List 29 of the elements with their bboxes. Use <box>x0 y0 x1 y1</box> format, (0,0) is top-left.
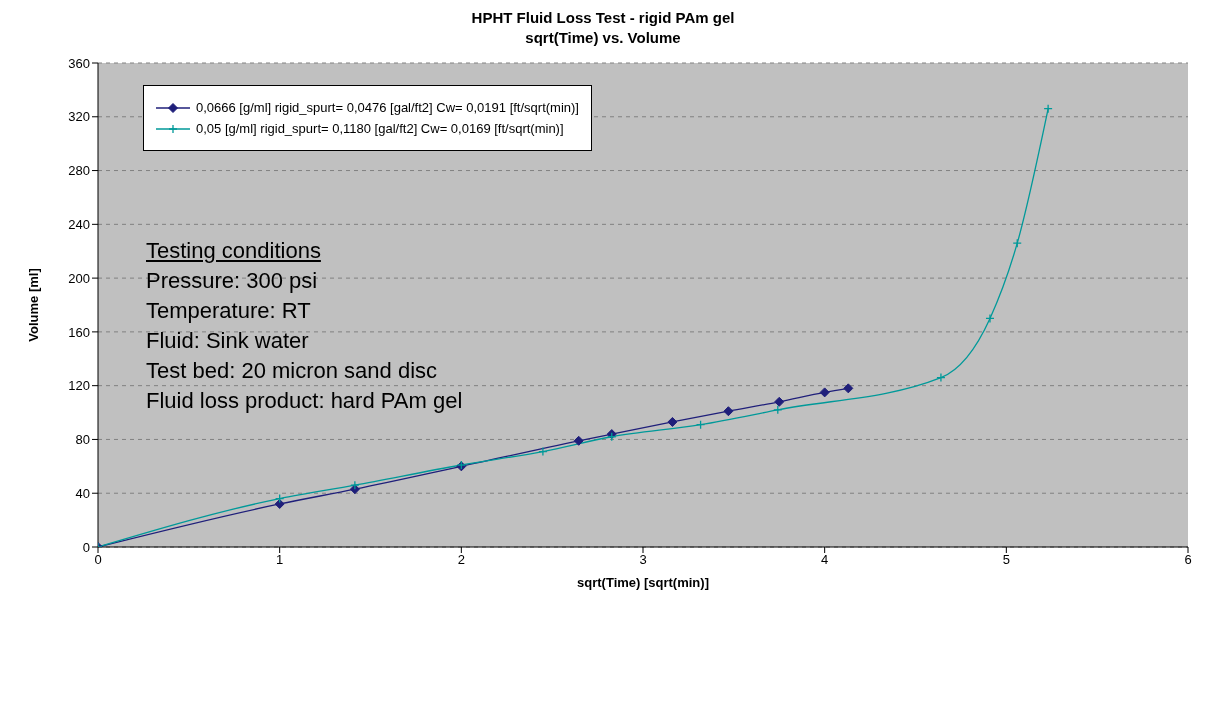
y-tick-label: 200 <box>68 270 90 286</box>
annotation: Fluid: Sink water <box>146 327 310 355</box>
x-tick-label: 0 <box>94 552 102 568</box>
y-tick-label: 360 <box>68 55 90 71</box>
x-tick-label: 3 <box>639 552 647 568</box>
annotation: Temperature: RT <box>146 297 312 325</box>
x-axis-title: sqrt(Time) [sqrt(min)] <box>577 575 709 590</box>
x-tick-label: 6 <box>1184 552 1192 568</box>
x-tick-label: 2 <box>457 552 465 568</box>
x-tick-label: 1 <box>276 552 284 568</box>
y-tick-label: 80 <box>75 432 90 448</box>
y-tick-label: 240 <box>68 216 90 232</box>
chart-title: HPHT Fluid Loss Test - rigid PAm gel <box>470 8 736 28</box>
y-tick-label: 160 <box>68 324 90 340</box>
y-tick-label: 280 <box>68 163 90 179</box>
annotation: Fluid loss product: hard PAm gel <box>146 387 463 415</box>
y-tick-label: 120 <box>68 378 90 394</box>
x-tick-label: 5 <box>1002 552 1010 568</box>
y-axis-title: Volume [ml] <box>25 268 41 342</box>
chart-subtitle: sqrt(Time) vs. Volume <box>524 28 682 48</box>
annotation: Test bed: 20 micron sand disc <box>146 357 439 385</box>
annotation: Testing conditions <box>146 237 322 265</box>
legend-label: 0,05 [g/ml] rigid_spurt= 0,1180 [gal/ft2] Cw= 0,0169 [ft/sqrt(min)] <box>196 121 564 136</box>
x-tick-label: 4 <box>821 552 829 568</box>
legend-label: 0,0666 [g/ml] rigid_spurt= 0,0476 [gal/ft2] Cw= 0,0191 [ft/sqrt(min)] <box>196 100 579 115</box>
annotation: Pressure: 300 psi <box>146 267 319 295</box>
y-tick-label: 320 <box>68 109 90 125</box>
y-tick-label: 0 <box>82 539 90 555</box>
y-tick-label: 40 <box>75 485 90 501</box>
